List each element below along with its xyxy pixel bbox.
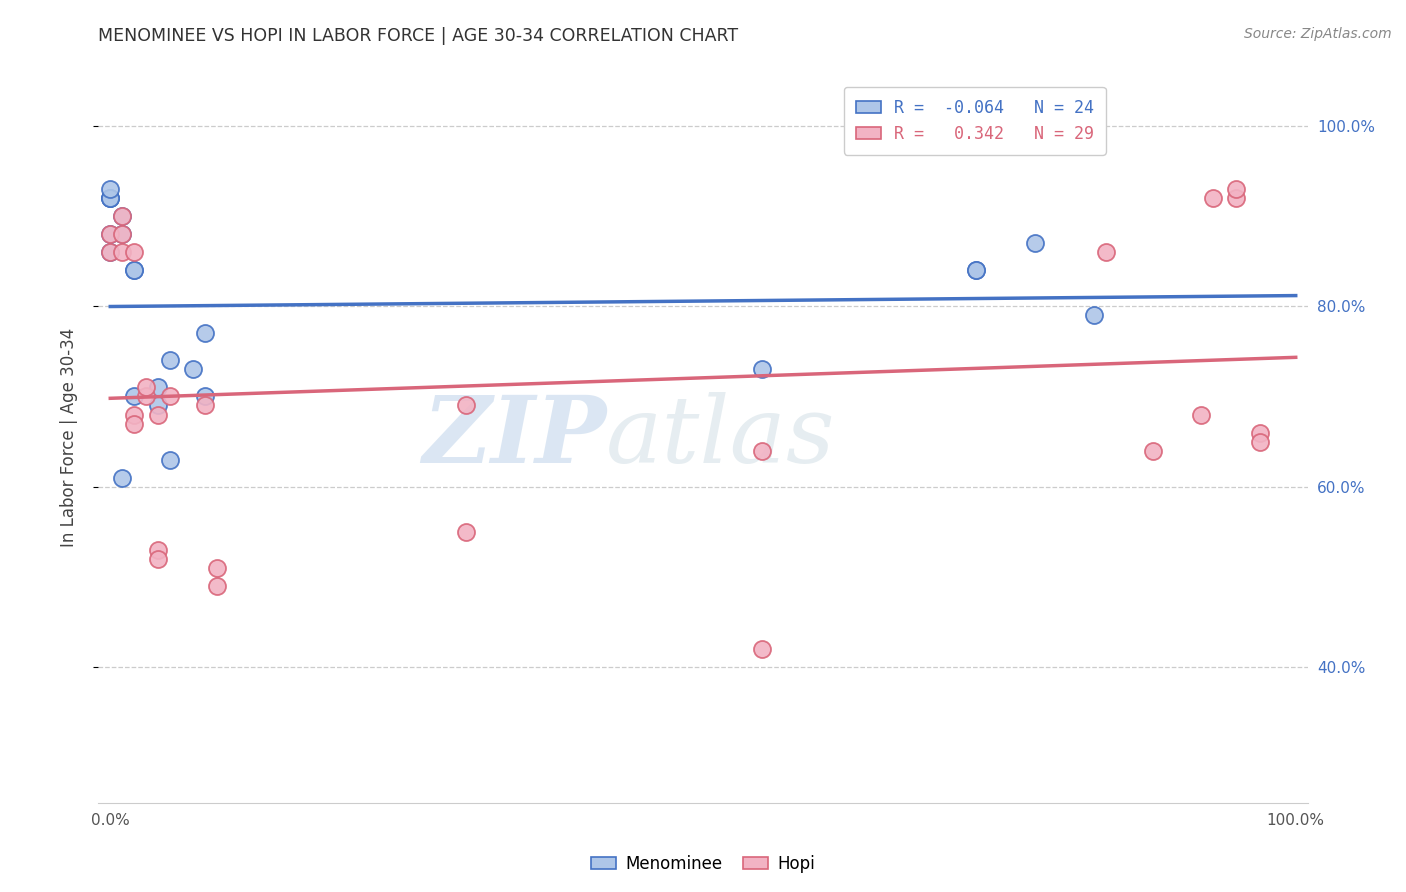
Point [194, 389, 217, 403]
Point [194, 326, 217, 341]
Point [98, 191, 121, 205]
Point [98, 182, 121, 196]
Point [1142, 443, 1164, 458]
Point [146, 552, 169, 566]
Point [122, 263, 145, 277]
Point [111, 209, 134, 223]
Point [111, 244, 134, 259]
Point [122, 263, 145, 277]
Legend: Menominee, Hopi: Menominee, Hopi [583, 848, 823, 880]
Point [205, 579, 228, 593]
Point [751, 642, 773, 657]
Point [159, 389, 181, 403]
Point [454, 399, 477, 413]
Point [146, 543, 169, 558]
Point [111, 471, 134, 485]
Point [98, 227, 121, 241]
Point [454, 524, 477, 539]
Point [1024, 235, 1046, 250]
Point [205, 561, 228, 575]
Point [751, 362, 773, 376]
Point [98, 191, 121, 205]
Text: MENOMINEE VS HOPI IN LABOR FORCE | AGE 30-34 CORRELATION CHART: MENOMINEE VS HOPI IN LABOR FORCE | AGE 3… [98, 27, 738, 45]
Point [159, 353, 181, 368]
Point [135, 380, 157, 394]
Text: ZIP: ZIP [422, 392, 606, 482]
Point [1189, 408, 1212, 422]
Point [146, 408, 169, 422]
Point [111, 227, 134, 241]
Point [98, 244, 121, 259]
Point [135, 389, 157, 403]
Point [122, 389, 145, 403]
Legend: R =  -0.064   N = 24, R =   0.342   N = 29: R = -0.064 N = 24, R = 0.342 N = 29 [844, 87, 1105, 154]
Point [1225, 191, 1247, 205]
Point [1095, 244, 1118, 259]
Point [1202, 191, 1225, 205]
Point [1083, 308, 1105, 322]
Point [965, 263, 987, 277]
Point [159, 452, 181, 467]
Point [98, 191, 121, 205]
Point [122, 417, 145, 431]
Point [181, 362, 204, 376]
Y-axis label: In Labor Force | Age 30-34: In Labor Force | Age 30-34 [59, 327, 77, 547]
Point [98, 227, 121, 241]
Point [122, 244, 145, 259]
Point [1225, 182, 1247, 196]
Text: Source: ZipAtlas.com: Source: ZipAtlas.com [1244, 27, 1392, 41]
Point [146, 399, 169, 413]
Point [146, 380, 169, 394]
Point [1249, 434, 1271, 449]
Point [122, 408, 145, 422]
Point [1249, 425, 1271, 440]
Point [111, 209, 134, 223]
Point [194, 399, 217, 413]
Text: atlas: atlas [606, 392, 835, 482]
Point [98, 244, 121, 259]
Point [751, 443, 773, 458]
Point [111, 227, 134, 241]
Point [965, 263, 987, 277]
